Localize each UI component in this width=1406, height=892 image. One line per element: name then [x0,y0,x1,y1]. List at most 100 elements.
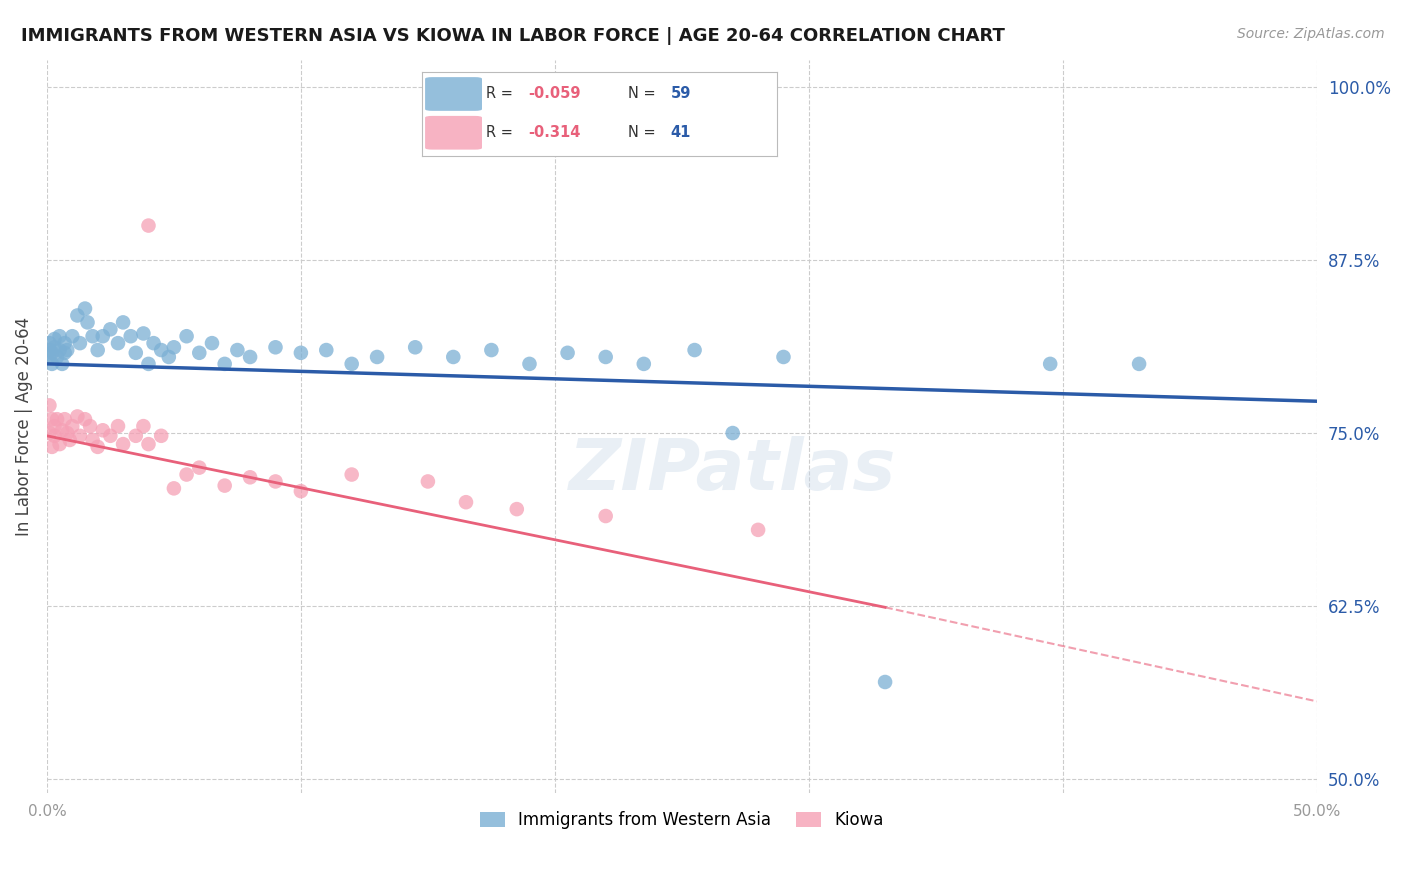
Point [125,429,148,443]
Point [506,502,529,516]
Point [150,429,173,443]
Point [38,350,60,364]
Point [188,460,211,475]
Point [44,429,66,443]
Point [315,343,337,357]
Point [404,340,426,354]
Point [41,346,63,360]
Point [120,329,142,343]
Point [51,357,73,371]
Point [696,87,718,102]
Legend: Immigrants from Western Asia, Kiowa: Immigrants from Western Asia, Kiowa [474,805,890,836]
Point [188,346,211,360]
Point [53,412,76,426]
Point [875,675,897,690]
Point [76,315,98,329]
Point [290,346,312,360]
Point [772,350,794,364]
Point [633,357,655,371]
Point [340,467,363,482]
Point [48,329,70,343]
Point [41,357,63,371]
Point [82,433,104,447]
Point [264,475,287,489]
Point [48,437,70,451]
Point [66,409,89,424]
Point [441,350,464,364]
Point [79,419,101,434]
Point [214,357,236,371]
Point [201,336,224,351]
Point [138,219,160,233]
Point [38,425,60,440]
Point [163,340,186,354]
Point [73,301,96,316]
Point [41,440,63,454]
Point [138,357,160,371]
Point [86,343,108,357]
Point [519,357,541,371]
Point [38,336,60,351]
Point [107,336,129,351]
Point [51,423,73,437]
Point [44,340,66,354]
Point [557,346,579,360]
Point [138,437,160,451]
Point [59,433,82,447]
Point [683,343,706,357]
Text: IMMIGRANTS FROM WESTERN ASIA VS KIOWA IN LABOR FORCE | AGE 20-64 CORRELATION CHA: IMMIGRANTS FROM WESTERN ASIA VS KIOWA IN… [21,27,1005,45]
Point [53,346,76,360]
Y-axis label: In Labor Force | Age 20-64: In Labor Force | Age 20-64 [15,317,32,536]
Point [100,322,122,336]
Point [46,350,69,364]
Point [747,523,769,537]
Point [264,340,287,354]
Point [340,357,363,371]
Point [595,509,617,524]
Point [73,412,96,426]
Text: ZIPatlas: ZIPatlas [569,435,897,505]
Point [454,495,477,509]
Point [721,425,744,440]
Point [132,326,155,341]
Point [214,478,236,492]
Point [176,329,198,343]
Point [226,343,249,357]
Point [366,350,388,364]
Point [82,329,104,343]
Point [56,425,79,440]
Point [100,429,122,443]
Point [416,475,439,489]
Point [60,419,83,434]
Point [69,336,91,351]
Point [44,419,66,434]
Point [66,309,89,323]
Point [595,350,617,364]
Point [290,484,312,499]
Point [60,329,83,343]
Point [86,440,108,454]
Point [53,336,76,351]
Point [38,343,60,357]
Point [176,467,198,482]
Point [163,481,186,495]
Point [56,343,79,357]
Point [107,419,129,434]
Point [239,470,262,484]
Point [91,423,114,437]
Point [38,398,60,412]
Point [91,329,114,343]
Point [150,343,173,357]
Point [112,315,135,329]
Point [479,343,502,357]
Point [48,343,70,357]
Point [69,429,91,443]
Point [125,346,148,360]
Point [132,419,155,434]
Point [1039,357,1062,371]
Point [142,336,165,351]
Point [239,350,262,364]
Point [157,350,180,364]
Point [44,332,66,346]
Point [46,412,69,426]
